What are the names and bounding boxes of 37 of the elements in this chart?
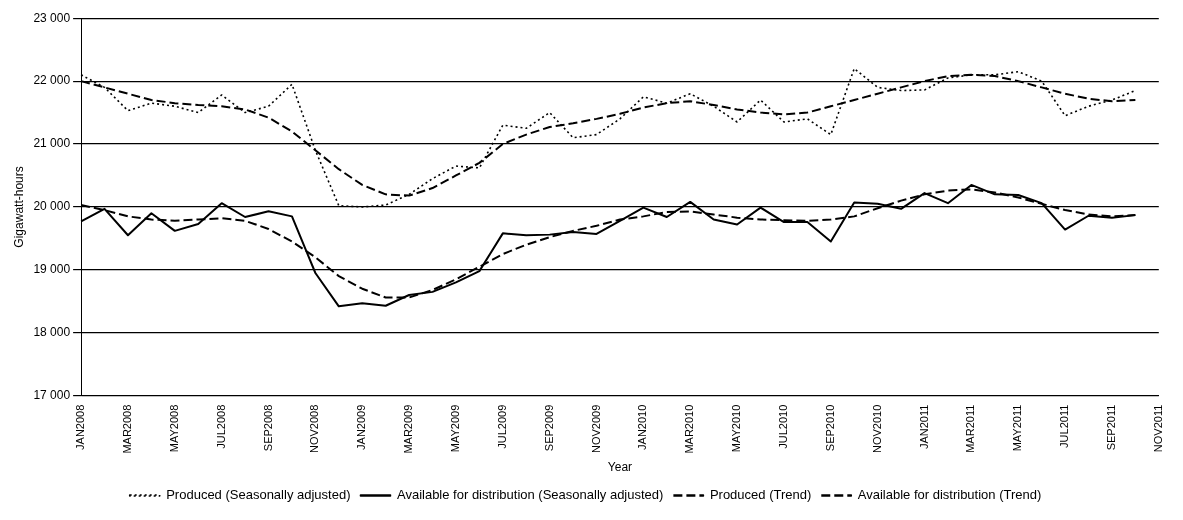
y-tick-label: 22 000 [33, 73, 71, 88]
x-tick-label: JAN2009 [355, 404, 368, 450]
x-tick-label: JAN2011 [917, 404, 930, 450]
y-tick-label: 18 000 [33, 325, 71, 340]
x-tick-label: NOV2011 [1151, 404, 1164, 453]
x-tick-label: JAN2010 [636, 404, 649, 450]
y-tick-label: 17 000 [33, 388, 71, 402]
legend-label: Available for distribution (Trend) [857, 487, 1042, 503]
x-tick-label: NOV2008 [308, 404, 321, 453]
x-tick-label: SEP2010 [823, 404, 836, 452]
x-tick-label: NOV2009 [589, 404, 602, 453]
x-tick-label: NOV2010 [870, 404, 883, 453]
x-tick-label: JUL2010 [776, 404, 789, 449]
x-tick-label: JUL2009 [495, 404, 508, 449]
x-tick-label: MAR2010 [683, 404, 696, 454]
legend-label: Available for distribution (Seasonally adjusted) [396, 487, 664, 503]
x-tick-label: MAR2011 [964, 404, 977, 453]
y-axis-title: Gigawatt-hours [11, 166, 26, 248]
legend-label: Produced (Trend) [709, 487, 812, 503]
y-tick-label: 19 000 [33, 262, 71, 277]
y-tick-label: 20 000 [33, 199, 71, 214]
y-tick-label: 21 000 [33, 136, 71, 151]
x-tick-label: MAR2008 [120, 404, 133, 454]
x-tick-label: SEP2008 [261, 404, 274, 452]
x-tick-label: MAY2008 [167, 404, 180, 453]
x-tick-label: MAR2009 [402, 404, 415, 454]
legend-label: Produced (Seasonally adjusted) [166, 487, 351, 503]
x-tick-label: JUL2011 [1058, 404, 1071, 448]
x-tick-label: MAY2010 [730, 404, 743, 453]
x-tick-label: MAY2009 [448, 404, 461, 453]
x-tick-label: MAY2011 [1011, 404, 1024, 452]
y-tick-label: 23 000 [33, 10, 71, 25]
x-tick-label: JUL2008 [214, 404, 227, 449]
x-tick-label: SEP2011 [1104, 404, 1117, 451]
x-tick-label: SEP2009 [542, 404, 555, 452]
x-tick-label: JAN2008 [74, 404, 87, 450]
x-axis-title: Year [607, 460, 633, 475]
